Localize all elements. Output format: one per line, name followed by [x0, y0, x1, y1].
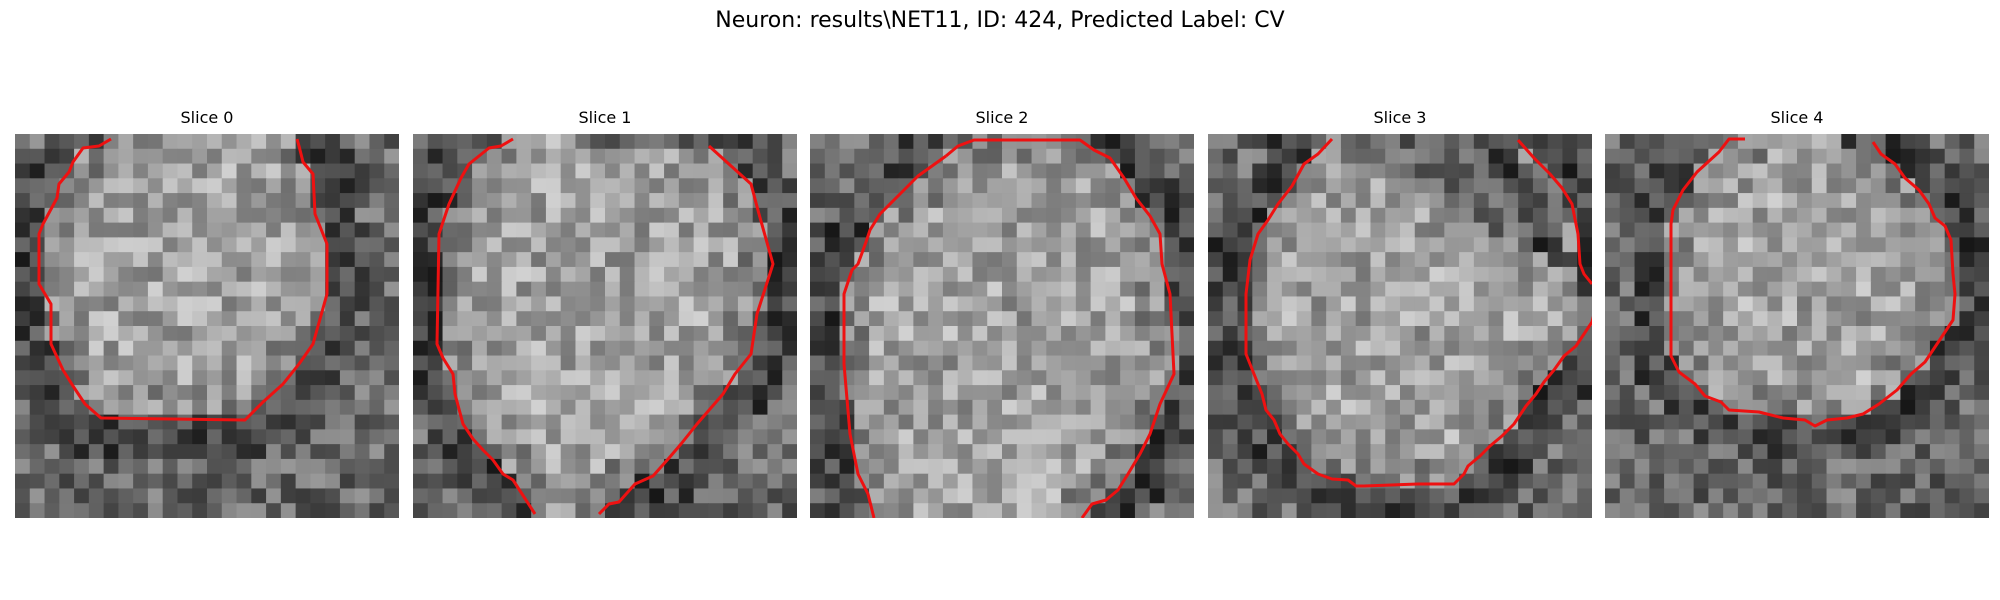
contour-line: [1516, 139, 1592, 285]
slice-image-2: [810, 134, 1194, 518]
slice-image-4: [1605, 134, 1989, 518]
contour-line: [1669, 137, 1957, 428]
contour-line: [435, 137, 537, 515]
slice-image-0: [15, 134, 399, 518]
figure-title: Neuron: results\NET11, ID: 424, Predicte…: [715, 8, 1285, 33]
slice-title: Slice 0: [180, 108, 234, 127]
contour-line: [597, 144, 775, 516]
pixel-grid: [413, 134, 797, 518]
contour-line: [842, 154, 947, 518]
pixel-grid: [1605, 134, 1989, 518]
contour-line: [1244, 137, 1592, 488]
contour-line: [945, 138, 1176, 518]
pixel-grid: [810, 134, 1194, 518]
contour-line: [37, 137, 329, 422]
slice-image-3: [1208, 134, 1592, 518]
slice-title: Slice 4: [1770, 108, 1824, 127]
slice-title: Slice 1: [578, 108, 632, 127]
slice-title: Slice 3: [1373, 108, 1427, 127]
slice-title: Slice 2: [975, 108, 1029, 127]
slice-image-1: [413, 134, 797, 518]
pixel-grid: [1208, 134, 1592, 518]
pixel-grid: [15, 134, 399, 518]
